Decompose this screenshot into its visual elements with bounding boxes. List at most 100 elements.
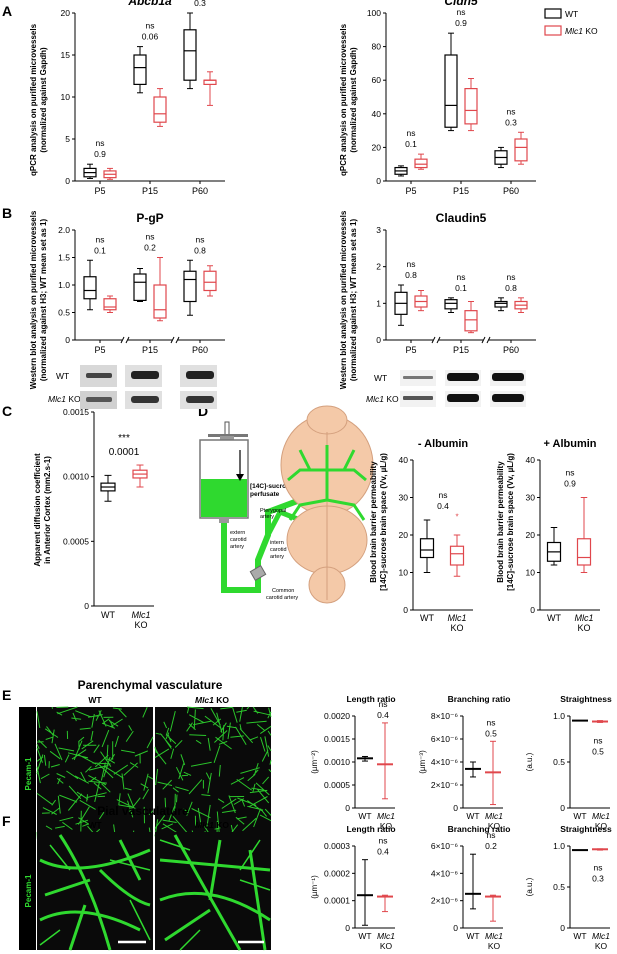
- chartB0-P15-ko-box: [153, 284, 167, 319]
- pterygopal-label-1: Pterygopal: [260, 508, 286, 514]
- chartA1-P15-ko-box: [464, 87, 478, 125]
- extern-label-1: extern: [230, 530, 245, 536]
- chartE-2-ytick-label-2: 1.0: [553, 711, 565, 721]
- chartC-ytick-label-3: 0.0015: [63, 407, 89, 417]
- pterygopal-label-2: artery: [260, 514, 274, 520]
- blot-left-wt-label: WT: [56, 371, 69, 381]
- blot-left-p15-wt-band: [131, 371, 159, 379]
- chartB0-p-2: 0.8: [194, 245, 206, 255]
- chartB0-ytick-label-4: 2.0: [58, 225, 70, 235]
- chartB1-ns-0: ns: [407, 259, 416, 269]
- parenchymal-vessel-mesh: [36, 706, 272, 843]
- chartE-2-ylabel: (a.u.): [525, 752, 534, 771]
- chartD1-ytick-label-4: 40: [526, 455, 536, 465]
- chartF-2-ytick-label-2: 1.0: [553, 841, 565, 851]
- chartE-0-p: 0.4: [377, 710, 389, 720]
- panel-e-stain-label: Pecam-1: [24, 757, 33, 790]
- syringe-label-2: perfusate: [250, 491, 280, 498]
- chartC-p: 0.0001: [109, 447, 140, 458]
- chartA1-ytick-label-3: 60: [372, 75, 382, 85]
- chartF-2-xlabel-wt: WT: [573, 931, 586, 941]
- chartB0-ns-0: ns: [96, 234, 105, 244]
- chartA0-ytick-label-2: 10: [61, 92, 71, 102]
- panel-c-ylabel-1: Apparent diffusion coefficient: [33, 453, 42, 567]
- legend-ko-label: Mlc1 KO: [565, 26, 598, 36]
- blot-left-p15-ko-band: [131, 396, 159, 403]
- chartE-1-ylabel: (µm⁻³): [418, 750, 427, 774]
- chartF-2-ylabel: (a.u.): [525, 877, 534, 896]
- chartD0-ytick-label-4: 40: [399, 455, 409, 465]
- blot-left-p5-wt-band: [86, 373, 112, 378]
- chartD0-outlier: *: [455, 512, 458, 521]
- chartB0-axis-break-gap-1: [122, 337, 128, 343]
- chartE-1-ytick-label-3: 6×10⁻⁶: [431, 734, 458, 744]
- panel-d-right-ylabel-2: [14C]-sucrose brain space (Vv, µL/g): [506, 453, 515, 591]
- pial-wt-vessel-paths: [39, 834, 151, 951]
- panel-a-right-ylabel-1: qPCR analysis on purified microvessels: [339, 23, 348, 176]
- chartF-1-ns: ns: [487, 830, 496, 840]
- chartD0-xlabel-ko-gene: Mlc1: [447, 613, 466, 623]
- chartA0-xlabel-0: P5: [94, 186, 105, 196]
- western-blot-right: WT Mlc1 KO: [366, 370, 526, 407]
- chartE-1-ytick-label-2: 4×10⁻⁶: [431, 757, 458, 767]
- blot-left-p60-ko-band: [186, 396, 214, 403]
- chartB1-axis-break-b-2: [486, 336, 491, 344]
- chartA1-p-0: 0.1: [405, 139, 417, 149]
- chartF-0-title: Length ratio: [346, 824, 395, 834]
- chartA0-title: Abcb1a: [127, 0, 172, 8]
- chartD0-ns: ns: [439, 490, 448, 500]
- chartB0-axis-break-a-2: [170, 336, 175, 344]
- tubing-main: [221, 477, 332, 593]
- chartA0-ns-0: ns: [96, 138, 105, 148]
- chartC-ytick-label-1: 0.0005: [63, 536, 89, 546]
- chartA1-P15-wt-box: [444, 54, 458, 128]
- blot-right-p15-wt-band: [447, 373, 479, 381]
- legend-wt-swatch: [544, 8, 562, 19]
- chartF-0-ns: ns: [379, 836, 388, 846]
- chartD0-ytick-label-3: 30: [399, 493, 409, 503]
- chartF-0-ytick-label-3: 0.0003: [324, 841, 350, 851]
- panel-e-stain-bar: [19, 707, 36, 842]
- chartA1-xlabel-0: P5: [405, 186, 416, 196]
- chartA0-ytick-label-1: 5: [65, 134, 70, 144]
- chartE-1-ytick-label-4: 8×10⁻⁶: [431, 711, 458, 721]
- panel-letter-b: B: [2, 205, 12, 221]
- chartD1-ns: ns: [566, 468, 575, 478]
- chartD1-ytick-label-0: 0: [530, 605, 535, 615]
- chartD0-xlabel-ko-suffix: KO: [450, 623, 463, 633]
- chartD1-ytick-label-3: 30: [526, 493, 536, 503]
- chartF-2-ns: ns: [594, 863, 603, 873]
- chartA1-p-1: 0.9: [455, 18, 467, 28]
- chartB0-ns-2: ns: [196, 234, 205, 244]
- panel-b-right-ylabel-1: Western blot analysis on purified microv…: [339, 210, 348, 389]
- chartB1-xlabel-2: P60: [503, 345, 519, 355]
- extern-label-3: artery: [230, 544, 244, 550]
- chartD1-p: 0.9: [564, 479, 576, 489]
- chartB1-axis-break-b-1: [436, 336, 441, 344]
- chartA1-ns-1: ns: [457, 7, 466, 17]
- chartF-0-p: 0.4: [377, 847, 389, 857]
- panel-a-left-ylabel-1: qPCR analysis on purified microvessels: [29, 23, 38, 176]
- pial-vessels-wt: [39, 834, 151, 951]
- blot-right-p15-ko-band: [447, 394, 479, 402]
- chartA0-xlabel-1: P15: [142, 186, 158, 196]
- chartF-2-xlabel-ko-gene: Mlc1: [592, 931, 610, 941]
- catheter: [249, 564, 267, 582]
- chartD1-ko-box: [576, 538, 592, 566]
- chartB0-ytick-label-2: 1.0: [58, 280, 70, 290]
- chartF-1-ytick-label-1: 2×10⁻⁶: [431, 896, 458, 906]
- chartB1-ns-2: ns: [507, 272, 516, 282]
- common-label-2: carotid artery: [266, 595, 298, 601]
- chartD0-ytick-label-0: 0: [403, 605, 408, 615]
- blot-right-p60-ko-band: [492, 394, 524, 402]
- pial-ko-vessel-branches: [159, 839, 271, 951]
- chartB0-axis-break-b-1: [125, 336, 130, 344]
- legend-wt-label: WT: [565, 9, 578, 19]
- chartD1-xlabel-wt: WT: [547, 613, 561, 623]
- chartB0-ytick-label-1: 0.5: [58, 308, 70, 318]
- chartB0-axis-break-gap-2: [172, 337, 178, 343]
